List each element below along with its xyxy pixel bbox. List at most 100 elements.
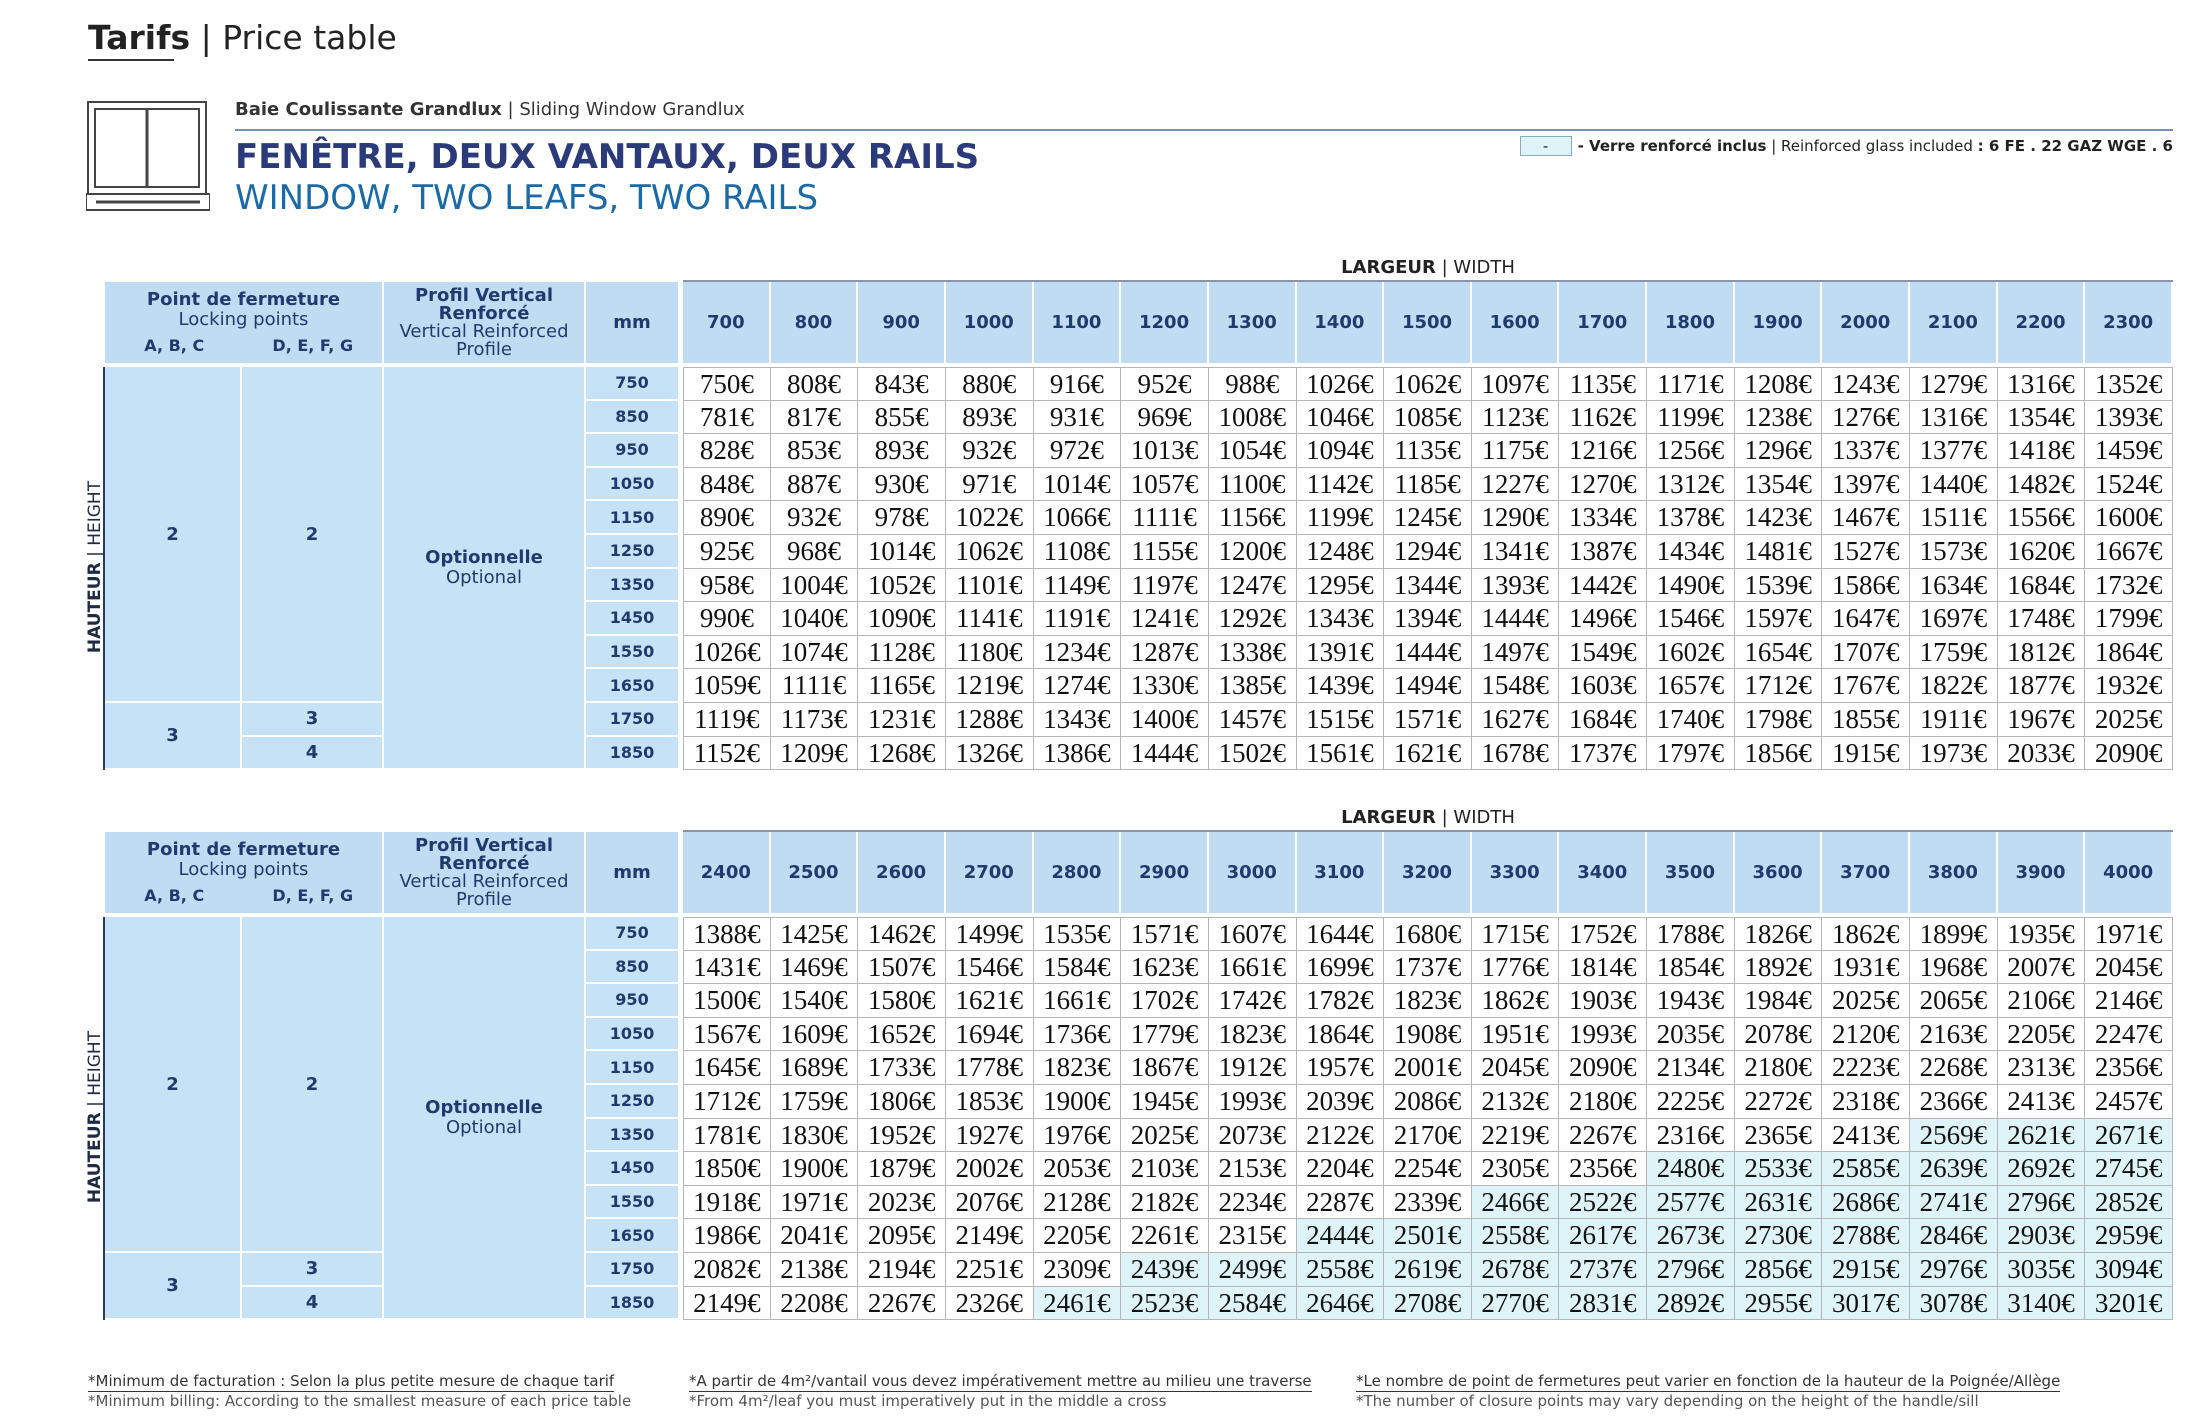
price-cell: 1779€ (1121, 1017, 1209, 1052)
width-header: 3700 (1822, 832, 1911, 913)
height-value: 1550 (586, 635, 680, 670)
price-cell: 925€ (683, 535, 771, 569)
price-cell: 1540€ (770, 984, 859, 1018)
price-cell: 2025€ (1121, 1118, 1209, 1153)
body-edge (103, 917, 105, 1321)
price-cell: 1338€ (1208, 635, 1297, 670)
axis-rule (683, 830, 2173, 832)
price-cell: 853€ (770, 434, 859, 468)
price-cell: 2903€ (1997, 1219, 2086, 1253)
price-cell: 817€ (770, 400, 859, 435)
height-label-fr: HAUTEUR (85, 1111, 105, 1203)
height-value: 750 (586, 917, 680, 951)
price-cell: 1199€ (1296, 501, 1385, 535)
price-cell: 828€ (683, 434, 771, 468)
price-cell: 2356€ (2085, 1051, 2173, 1085)
price-cell: 1354€ (1734, 467, 1823, 502)
price-cell: 2204€ (1296, 1152, 1385, 1186)
price-cell: 1270€ (1559, 467, 1648, 502)
price-cell: 978€ (858, 501, 946, 535)
price-cell: 2023€ (858, 1185, 946, 1220)
price-cell: 1971€ (2085, 917, 2173, 951)
price-cell: 1391€ (1296, 635, 1385, 670)
width-header: 1200 (1121, 282, 1209, 363)
price-cell: 2182€ (1121, 1185, 1209, 1220)
height-value: 1450 (586, 602, 680, 636)
price-cell: 1684€ (1997, 568, 2086, 603)
profile-cell: Optionnelle Optional (384, 917, 586, 1321)
price-cell: 2223€ (1822, 1051, 1911, 1085)
price-cell: 1661€ (1033, 984, 1122, 1018)
width-header: 1400 (1296, 282, 1385, 363)
price-cell: 1354€ (1997, 400, 2086, 435)
width-header: 3300 (1471, 832, 1560, 913)
price-cell: 1135€ (1384, 434, 1472, 468)
price-cell: 1439€ (1296, 669, 1385, 703)
axis-label-en: WIDTH (1453, 257, 1515, 278)
price-cell: 2976€ (1910, 1253, 1998, 1287)
price-cell: 1234€ (1033, 635, 1122, 670)
price-cell: 1549€ (1559, 635, 1648, 670)
price-cell: 1173€ (770, 703, 859, 737)
price-cell: 1022€ (945, 501, 1034, 535)
price-cell: 1180€ (945, 635, 1034, 670)
price-cell: 1748€ (1997, 602, 2086, 636)
price-cell: 1185€ (1384, 467, 1472, 502)
price-cell: 1586€ (1822, 568, 1911, 603)
legend: - - Verre renforcé inclus | Reinforced g… (1519, 136, 2173, 156)
price-cell: 1712€ (1734, 669, 1823, 703)
locking-defg: 4 (242, 1286, 384, 1321)
legend-spec: : 6 FE . 22 GAZ WGE . 6 (1977, 137, 2173, 155)
height-value: 1050 (586, 467, 680, 502)
price-cell: 1986€ (683, 1219, 771, 1253)
price-cell: 2205€ (1033, 1219, 1122, 1253)
price-cell: 1862€ (1471, 984, 1560, 1018)
price-cell: 2617€ (1559, 1219, 1648, 1253)
price-cell: 2315€ (1208, 1219, 1297, 1253)
price-cell: 2268€ (1910, 1051, 1998, 1085)
price-cell: 930€ (858, 467, 946, 502)
price-cell: 1694€ (945, 1017, 1034, 1052)
price-cell: 2149€ (683, 1286, 771, 1321)
price-cell: 1634€ (1910, 568, 1998, 603)
locking-header: Point de fermeture Locking points A, B, C D… (105, 282, 384, 363)
locking-defg: 3 (242, 703, 384, 737)
locking-group: A, B, C (144, 885, 205, 905)
price-cell: 1388€ (683, 917, 771, 951)
price-cell: 2439€ (1121, 1253, 1209, 1287)
price-cell: 1781€ (683, 1118, 771, 1153)
footnote-en: *From 4m²/leaf you must imperatively put… (689, 1392, 1167, 1410)
price-cell: 952€ (1121, 367, 1209, 401)
price-cell: 1386€ (1033, 736, 1122, 771)
price-cell: 1971€ (770, 1185, 859, 1220)
price-cell: 2305€ (1471, 1152, 1560, 1186)
price-cell: 1647€ (1822, 602, 1911, 636)
height-value: 1650 (586, 669, 680, 703)
price-cell: 2585€ (1822, 1152, 1911, 1186)
price-cell: 1434€ (1647, 535, 1735, 569)
height-value: 1450 (586, 1152, 680, 1186)
price-cell: 2120€ (1822, 1017, 1911, 1052)
price-cell: 1149€ (1033, 568, 1122, 603)
price-cell: 1467€ (1822, 501, 1911, 535)
price-cell: 1912€ (1208, 1051, 1297, 1085)
height-value: 1350 (586, 1118, 680, 1153)
price-cell: 2413€ (1997, 1085, 2086, 1119)
price-cell: 2737€ (1559, 1253, 1648, 1287)
footnote-fr: *Minimum de facturation : Selon la plus … (88, 1372, 615, 1392)
price-cell: 1499€ (945, 917, 1034, 951)
price-cell: 1312€ (1647, 467, 1735, 502)
price-cell: 2959€ (2085, 1219, 2173, 1253)
price-cell: 2413€ (1822, 1118, 1911, 1153)
price-cell: 1737€ (1559, 736, 1648, 771)
price-cell: 1209€ (770, 736, 859, 771)
price-cell: 1175€ (1471, 434, 1560, 468)
price-cell: 1343€ (1296, 602, 1385, 636)
price-cell: 2045€ (1471, 1051, 1560, 1085)
price-cell: 2065€ (1910, 984, 1998, 1018)
price-cell: 1393€ (2085, 400, 2173, 435)
price-cell: 2646€ (1296, 1286, 1385, 1321)
width-header: 2800 (1033, 832, 1122, 913)
price-cell: 1879€ (858, 1152, 946, 1186)
price-cell: 1152€ (683, 736, 771, 771)
